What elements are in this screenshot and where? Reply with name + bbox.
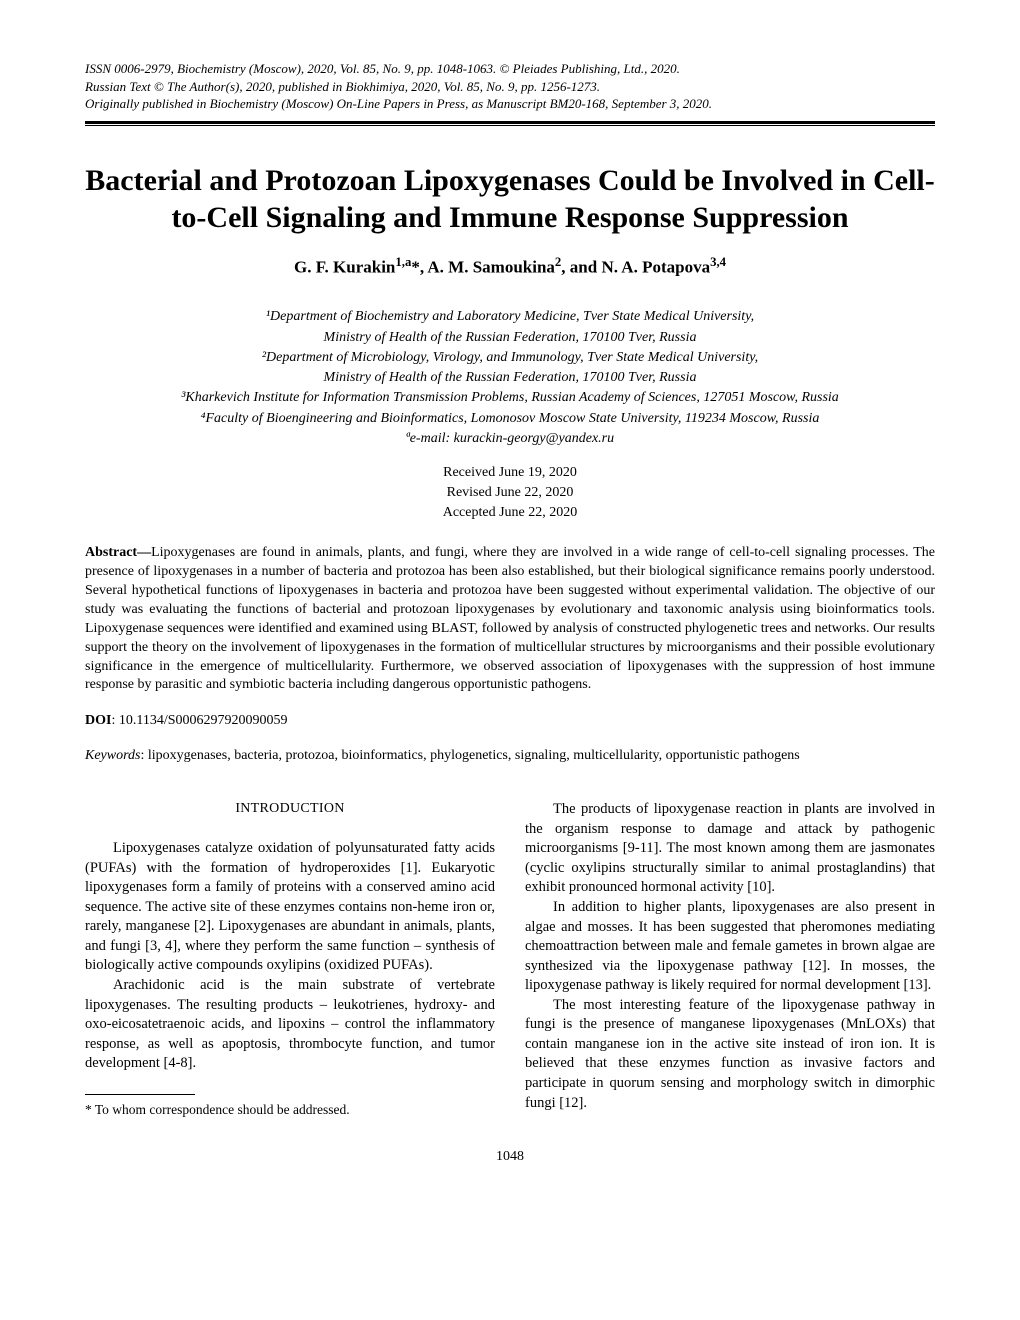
abstract-label: Abstract— [85,545,151,560]
doi: DOI: 10.1134/S0006297920090059 [85,713,935,729]
abstract: Abstract—Lipoxygenases are found in anim… [85,544,935,695]
paragraph: Lipoxygenases catalyze oxidation of poly… [85,839,495,976]
meta-line: Originally published in Biochemistry (Mo… [85,95,935,113]
meta-line: Russian Text © The Author(s), 2020, publ… [85,78,935,96]
received-date: Received June 19, 2020 [85,463,935,483]
paragraph: In addition to higher plants, lipoxygena… [525,898,935,996]
paragraph: The most interesting feature of the lipo… [525,996,935,1113]
article-title: Bacterial and Protozoan Lipoxygenases Co… [85,162,935,237]
affiliation: ⁴Faculty of Bioengineering and Bioinform… [85,409,935,429]
keywords-label: Keywords [85,748,140,763]
keywords-text: : lipoxygenases, bacteria, protozoa, bio… [140,748,799,763]
revised-date: Revised June 22, 2020 [85,483,935,503]
affiliation: ³Kharkevich Institute for Information Tr… [85,388,935,408]
journal-meta: ISSN 0006-2979, Biochemistry (Moscow), 2… [85,60,935,113]
body-columns: INTRODUCTION Lipoxygenases catalyze oxid… [85,800,935,1119]
left-column: INTRODUCTION Lipoxygenases catalyze oxid… [85,800,495,1119]
affiliations: ¹Department of Biochemistry and Laborato… [85,307,935,449]
accepted-date: Accepted June 22, 2020 [85,503,935,523]
affiliation: Ministry of Health of the Russian Federa… [85,368,935,388]
doi-label: DOI [85,713,111,728]
paragraph: Arachidonic acid is the main substrate o… [85,976,495,1074]
paragraph: The products of lipoxygenase reaction in… [525,800,935,898]
meta-line: ISSN 0006-2979, Biochemistry (Moscow), 2… [85,60,935,78]
section-heading: INTRODUCTION [85,800,495,819]
corresponding-email: ªe-mail: kurackin-georgy@yandex.ru [85,429,935,449]
doi-value: : 10.1134/S0006297920090059 [111,713,287,728]
right-column: The products of lipoxygenase reaction in… [525,800,935,1119]
article-dates: Received June 19, 2020 Revised June 22, … [85,463,935,522]
affiliation: Ministry of Health of the Russian Federa… [85,328,935,348]
abstract-text: Lipoxygenases are found in animals, plan… [85,545,935,692]
header-rule [85,121,935,126]
keywords: Keywords: lipoxygenases, bacteria, proto… [85,747,935,766]
footnote-rule [85,1094,195,1095]
affiliation: ¹Department of Biochemistry and Laborato… [85,307,935,327]
footnote: * To whom correspondence should be addre… [85,1101,495,1119]
authors: G. F. Kurakin1,a*, A. M. Samoukina2, and… [85,255,935,278]
affiliation: ²Department of Microbiology, Virology, a… [85,348,935,368]
page-number: 1048 [85,1149,935,1165]
